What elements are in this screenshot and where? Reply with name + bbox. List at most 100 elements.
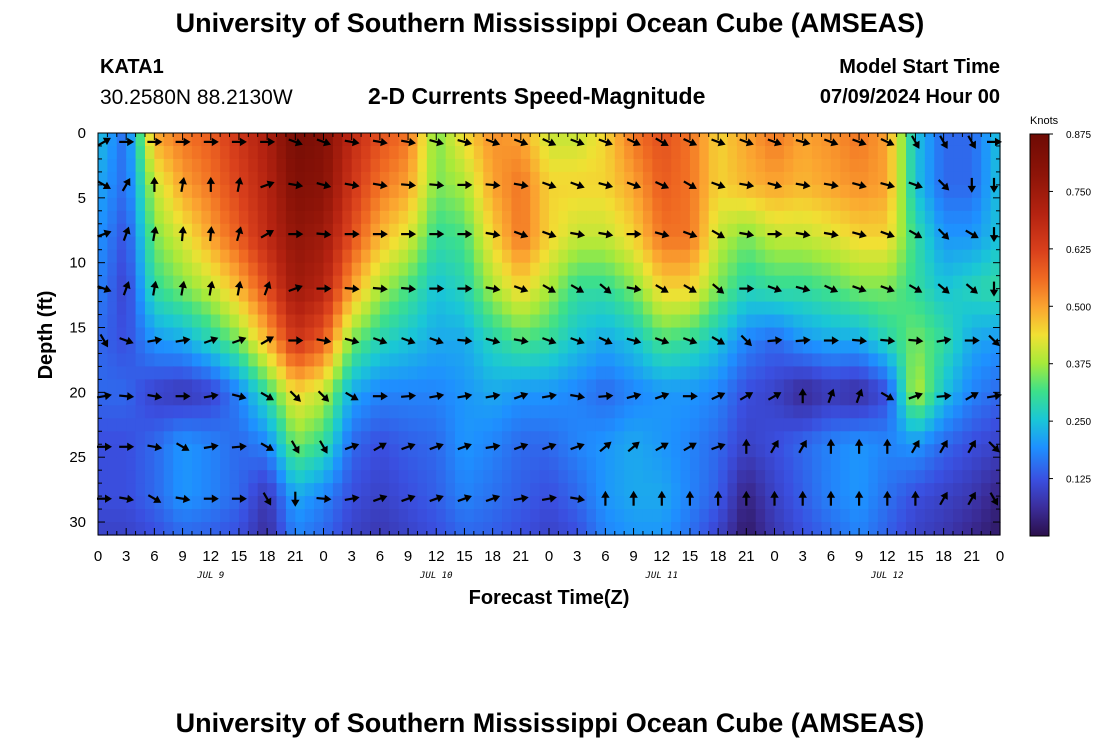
heatmap-cell bbox=[229, 509, 240, 523]
current-vector-arrow bbox=[683, 180, 697, 190]
current-vector-arrow bbox=[97, 284, 112, 293]
heatmap-cell bbox=[924, 210, 935, 225]
heatmap-cell bbox=[633, 133, 644, 147]
heatmap-cell bbox=[304, 133, 315, 147]
heatmap-cell bbox=[210, 379, 221, 393]
heatmap-cell bbox=[455, 457, 466, 471]
arrow-head bbox=[520, 230, 529, 239]
heatmap-cell bbox=[492, 249, 503, 264]
heatmap-cell bbox=[539, 496, 550, 510]
heatmap-cell bbox=[727, 236, 738, 251]
heatmap-cell bbox=[849, 171, 860, 186]
heatmap-cell bbox=[173, 483, 184, 497]
heatmap-cell bbox=[774, 418, 785, 432]
heatmap-cell bbox=[276, 301, 287, 316]
heatmap-cell bbox=[436, 327, 447, 342]
arrow-head bbox=[183, 137, 191, 147]
heatmap-cell bbox=[464, 327, 475, 342]
heatmap-cell bbox=[859, 366, 870, 380]
heatmap-cell bbox=[107, 405, 118, 419]
heatmap-cell bbox=[332, 483, 343, 497]
heatmap-cell bbox=[417, 301, 428, 316]
arrow-head bbox=[912, 439, 920, 449]
heatmap-cell bbox=[586, 145, 597, 160]
arrow-head bbox=[995, 137, 1002, 147]
heatmap-cell bbox=[821, 366, 832, 380]
heatmap-cell bbox=[699, 379, 710, 393]
arrow-head bbox=[745, 138, 754, 147]
date-label: JUL 9 bbox=[196, 571, 224, 581]
heatmap-cell bbox=[351, 133, 362, 147]
heatmap-cell bbox=[445, 133, 456, 147]
heatmap-cell bbox=[323, 405, 334, 419]
heatmap-cell bbox=[793, 275, 804, 290]
heatmap-cell bbox=[549, 470, 559, 484]
heatmap-cell bbox=[323, 171, 334, 186]
heatmap-cell bbox=[830, 405, 841, 419]
heatmap-cell bbox=[877, 457, 888, 471]
heatmap-cell bbox=[530, 496, 541, 510]
heatmap-cell bbox=[182, 223, 193, 238]
heatmap-cell bbox=[126, 405, 137, 419]
current-vector-arrow bbox=[206, 280, 216, 296]
heatmap-cell bbox=[98, 405, 108, 419]
heatmap-cell bbox=[793, 431, 804, 445]
heatmap-cell bbox=[633, 262, 644, 277]
arrow-head bbox=[238, 336, 247, 345]
heatmap-cell bbox=[746, 327, 757, 342]
heatmap-cell bbox=[492, 457, 503, 471]
heatmap-cell bbox=[577, 249, 588, 264]
heatmap-cell bbox=[520, 275, 531, 290]
heatmap-cell bbox=[689, 431, 700, 445]
heatmap-cell bbox=[191, 314, 202, 329]
heatmap-cell bbox=[736, 184, 747, 199]
heatmap-cell bbox=[642, 457, 653, 471]
heatmap-cell bbox=[906, 496, 917, 510]
heatmap-cell bbox=[680, 379, 691, 393]
heatmap-cell bbox=[135, 197, 146, 212]
heatmap-cell bbox=[492, 288, 503, 303]
heatmap-cell bbox=[953, 457, 964, 471]
heatmap-cell bbox=[783, 405, 794, 419]
current-vector-arrow bbox=[908, 284, 923, 293]
heatmap-cell bbox=[652, 275, 663, 290]
heatmap-cell bbox=[116, 340, 127, 355]
heatmap-cell bbox=[361, 210, 372, 225]
heatmap-cell bbox=[229, 340, 240, 355]
heatmap-cell bbox=[323, 262, 334, 277]
heatmap-cell bbox=[755, 509, 766, 523]
heatmap-cell bbox=[182, 197, 193, 212]
heatmap-cell bbox=[896, 496, 907, 510]
current-vector-arrow bbox=[598, 181, 614, 190]
heatmap-cell bbox=[116, 223, 127, 238]
heatmap-cell bbox=[201, 184, 212, 199]
heatmap-cell bbox=[511, 457, 522, 471]
heatmap-cell bbox=[793, 314, 804, 329]
heatmap-cell bbox=[389, 509, 400, 523]
heatmap-cell bbox=[210, 444, 221, 458]
heatmap-cell bbox=[718, 301, 729, 316]
heatmap-cell bbox=[624, 171, 635, 186]
heatmap-cell bbox=[821, 444, 832, 458]
heatmap-cell bbox=[426, 405, 437, 419]
heatmap-cell bbox=[699, 405, 710, 419]
heatmap-cell bbox=[924, 145, 935, 160]
heatmap-cell bbox=[868, 509, 879, 523]
heatmap-cell bbox=[821, 145, 832, 160]
current-vector-arrow bbox=[627, 441, 640, 453]
heatmap-cell bbox=[107, 133, 118, 147]
heatmap-cell bbox=[361, 509, 372, 523]
heatmap-cell bbox=[229, 483, 240, 497]
heatmap-cell bbox=[182, 483, 193, 497]
heatmap-cell bbox=[257, 275, 268, 290]
heatmap-cell bbox=[154, 444, 165, 458]
heatmap-cell bbox=[605, 236, 616, 251]
colorbar-tick-label: 0.125 bbox=[1066, 475, 1091, 486]
heatmap-cell bbox=[511, 392, 522, 406]
heatmap-cell bbox=[379, 509, 390, 523]
heatmap-cell bbox=[896, 210, 907, 225]
heatmap-cell bbox=[304, 262, 315, 277]
heatmap-cell bbox=[793, 392, 804, 406]
heatmap-cell bbox=[464, 133, 475, 147]
heatmap-cell bbox=[624, 353, 635, 368]
